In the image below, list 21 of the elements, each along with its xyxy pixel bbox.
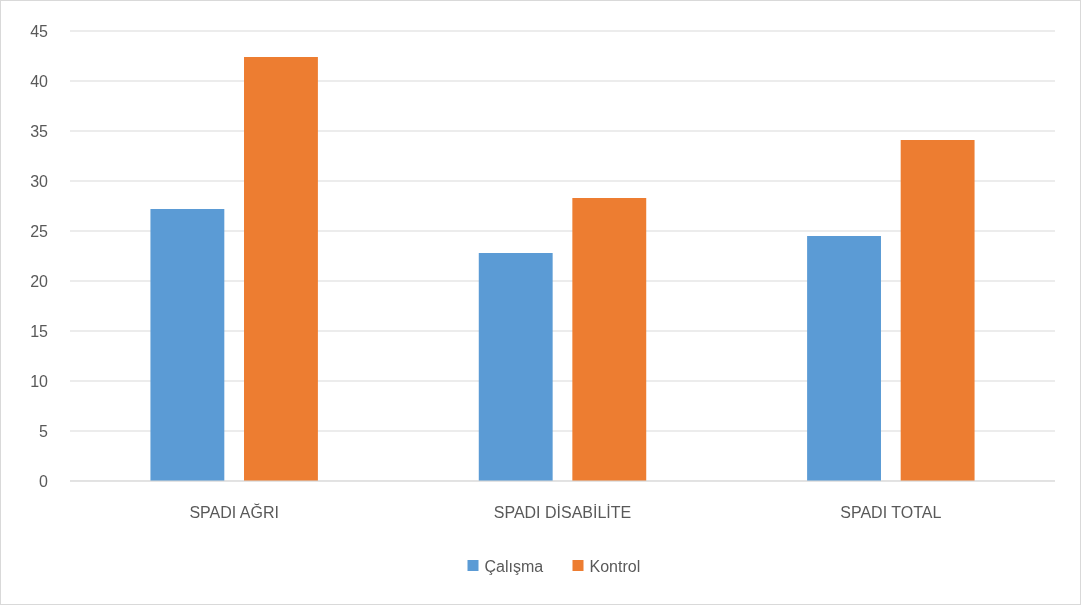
bar bbox=[807, 236, 881, 481]
y-tick-label: 30 bbox=[30, 172, 49, 190]
y-tick-label: 5 bbox=[39, 422, 49, 440]
y-tick-label: 40 bbox=[30, 72, 49, 90]
x-tick-label: SPADI DİSABİLİTE bbox=[493, 503, 632, 521]
bar bbox=[244, 57, 318, 481]
y-tick-label: 15 bbox=[30, 322, 49, 340]
y-tick-label: 0 bbox=[39, 472, 49, 490]
x-tick-label: SPADI AĞRI bbox=[189, 503, 279, 521]
y-tick-label: 10 bbox=[30, 372, 49, 390]
y-tick-label: 25 bbox=[30, 222, 49, 240]
bar bbox=[478, 253, 553, 481]
bar bbox=[572, 198, 647, 481]
y-tick-label: 35 bbox=[30, 122, 49, 140]
x-tick-label: SPADI TOTAL bbox=[840, 504, 942, 521]
y-tick-label: 20 bbox=[30, 272, 49, 290]
y-tick-label: 45 bbox=[30, 22, 49, 40]
legend-label: Çalışma bbox=[484, 557, 544, 575]
legend-label: Kontrol bbox=[589, 557, 641, 575]
bar bbox=[150, 209, 225, 481]
bar bbox=[900, 140, 975, 481]
